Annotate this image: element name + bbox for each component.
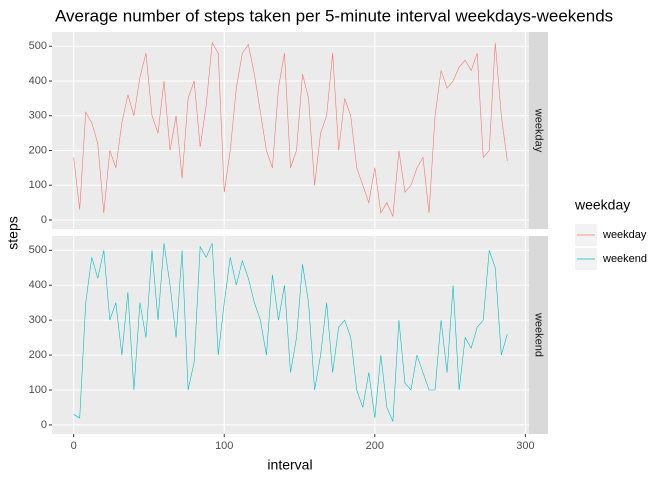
y-tick-label: 100	[29, 384, 47, 396]
facet-strip-label: weekday	[533, 108, 545, 153]
data-line	[73, 243, 508, 422]
facet-strip	[529, 32, 548, 229]
y-tick-label: 100	[29, 179, 47, 191]
y-tick-label: 300	[29, 110, 47, 122]
x-tick-label: 200	[366, 440, 384, 452]
chart-title: Average number of steps taken per 5-minu…	[55, 6, 613, 25]
y-tick-label: 0	[41, 214, 47, 226]
x-tick-label: 0	[71, 440, 77, 452]
facet-strip-label: weekend	[533, 312, 545, 357]
x-tick-label: 100	[215, 440, 233, 452]
y-tick-label: 400	[29, 279, 47, 291]
y-tick-label: 500	[29, 40, 47, 52]
y-tick-label: 200	[29, 349, 47, 361]
x-axis-title: interval	[267, 457, 312, 473]
legend-label: weekend	[602, 253, 647, 265]
y-tick-label: 300	[29, 314, 47, 326]
y-axis-title: steps	[5, 216, 21, 249]
y-tick-label: 200	[29, 144, 47, 156]
data-line	[73, 41, 508, 217]
y-tick-label: 400	[29, 75, 47, 87]
legend-title: weekday	[574, 197, 630, 213]
facet-strip	[529, 236, 548, 434]
legend-label: weekday	[602, 229, 647, 241]
y-tick-label: 0	[41, 419, 47, 431]
panel-background	[52, 32, 529, 229]
x-tick-label: 300	[516, 440, 534, 452]
y-tick-label: 500	[29, 244, 47, 256]
